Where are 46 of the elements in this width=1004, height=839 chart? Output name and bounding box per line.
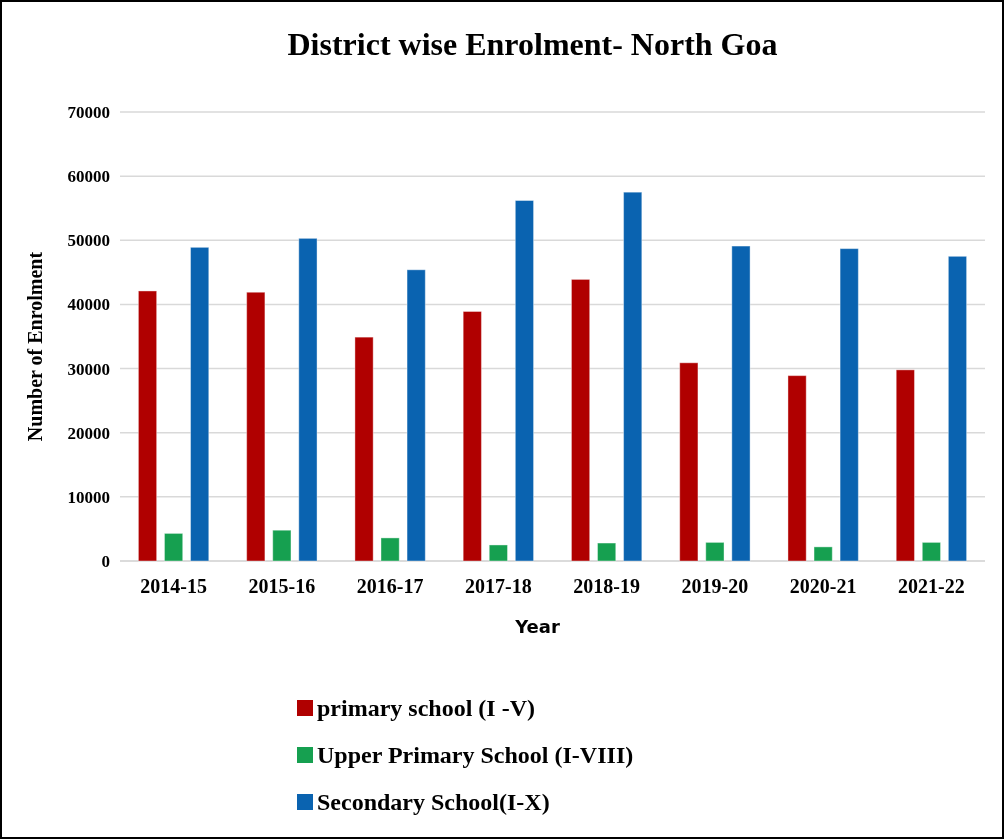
bar (354, 336, 374, 562)
bar (246, 291, 266, 562)
bar (839, 248, 859, 562)
x-tick-label: 2019-20 (681, 575, 749, 597)
bar (163, 532, 184, 562)
bar (597, 542, 617, 562)
bar (298, 237, 318, 562)
x-tick-label: 2021-22 (898, 575, 965, 597)
bar (462, 310, 482, 562)
x-tick-label: 2015-16 (248, 575, 316, 597)
x-axis-title: Year (514, 616, 560, 637)
y-tick-label: 20000 (67, 423, 110, 443)
x-tick-label: 2018-19 (573, 575, 640, 597)
bar (813, 546, 833, 562)
bar (623, 191, 643, 562)
y-tick-label: 0 (101, 551, 110, 571)
bar (731, 245, 751, 562)
bar (272, 529, 292, 562)
bar (380, 537, 400, 562)
bar (190, 246, 210, 562)
y-axis-title: Number of Enrolment (24, 251, 46, 442)
x-tick-label: 2014-15 (140, 575, 207, 597)
bar (705, 541, 725, 562)
x-tick-label: 2020-21 (789, 575, 857, 597)
bar (921, 541, 942, 562)
x-tick-label: 2016-17 (356, 575, 424, 597)
bar (137, 290, 158, 562)
bar (514, 200, 535, 562)
bar (406, 269, 426, 562)
y-tick-label: 60000 (67, 167, 110, 187)
legend-label: Upper Primary School (I-VIII) (317, 742, 634, 769)
y-tick-label: 30000 (67, 359, 110, 379)
bar (679, 362, 699, 562)
y-tick-label: 40000 (67, 295, 110, 315)
legend-label: primary school (I -V) (317, 695, 535, 722)
bar (895, 369, 915, 562)
legend-label: Secondary School(I-X) (317, 789, 550, 816)
y-tick-label: 50000 (67, 231, 110, 251)
bar (947, 255, 968, 562)
y-tick-label: 70000 (67, 102, 110, 122)
x-tick-label: 2017-18 (465, 575, 532, 597)
bar (488, 544, 508, 562)
bar (787, 375, 807, 562)
chart-title: District wise Enrolment- North Goa (287, 26, 778, 62)
y-tick-label: 10000 (67, 487, 110, 507)
bar (570, 278, 591, 562)
